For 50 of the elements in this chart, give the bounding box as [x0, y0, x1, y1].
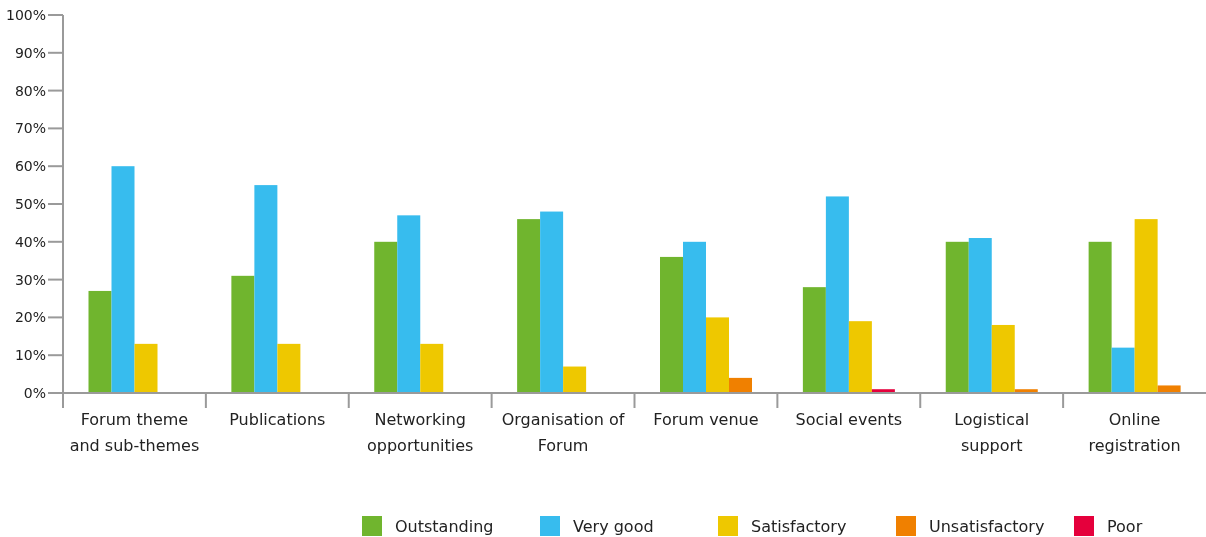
y-tick-label: 50% [14, 195, 46, 212]
x-tick-label: Forum theme and sub-themes [69, 410, 200, 455]
x-tick-label: Forum venue [653, 410, 759, 429]
x-tick-label: Social events [795, 410, 903, 429]
x-tick-label: Publications [229, 410, 326, 429]
bar [660, 256, 683, 393]
y-tick-label: 40% [14, 233, 46, 250]
legend-label: Very good [573, 516, 654, 536]
legend-label: Unsatisfactory [929, 516, 1045, 536]
bar [88, 290, 112, 393]
bar [825, 196, 849, 393]
bar [683, 241, 706, 393]
y-tick-label: 30% [14, 271, 46, 288]
bar [540, 211, 564, 393]
bar [420, 343, 444, 393]
x-tick-label: Organisation of Forum [501, 410, 625, 455]
bar [1111, 347, 1135, 393]
x-tick-label: Logistical support [954, 410, 1030, 455]
bar [991, 324, 1015, 393]
bar [563, 366, 587, 393]
bar [729, 377, 752, 393]
bar [231, 275, 255, 393]
legend-label: Satisfactory [751, 516, 847, 536]
bar [802, 287, 826, 393]
bar [111, 166, 135, 393]
y-tick-label: 80% [14, 82, 46, 99]
bar [254, 185, 278, 393]
y-tick-label: 90% [14, 44, 46, 61]
y-tick-label: 70% [14, 120, 46, 137]
x-tick-label: Networking opportunities [367, 410, 474, 455]
y-tick-label: 100% [5, 6, 46, 23]
bar [134, 343, 158, 393]
bar [1088, 241, 1112, 393]
bar [945, 241, 969, 393]
y-tick-label: 60% [14, 158, 46, 175]
bar [968, 238, 992, 393]
bar [1134, 219, 1158, 393]
bar [277, 343, 301, 393]
x-tick-label: Online registration [1088, 410, 1181, 455]
y-tick-label: 0% [23, 384, 46, 401]
bar [1157, 385, 1181, 393]
bar [848, 321, 872, 393]
bar [706, 317, 729, 393]
bar [397, 215, 421, 393]
y-tick-label: 20% [14, 309, 46, 326]
bar [374, 241, 398, 393]
legend-label: Poor [1107, 516, 1143, 536]
bar [517, 219, 541, 393]
y-tick-label: 10% [14, 347, 46, 364]
legend-label: Outstanding [395, 516, 494, 536]
